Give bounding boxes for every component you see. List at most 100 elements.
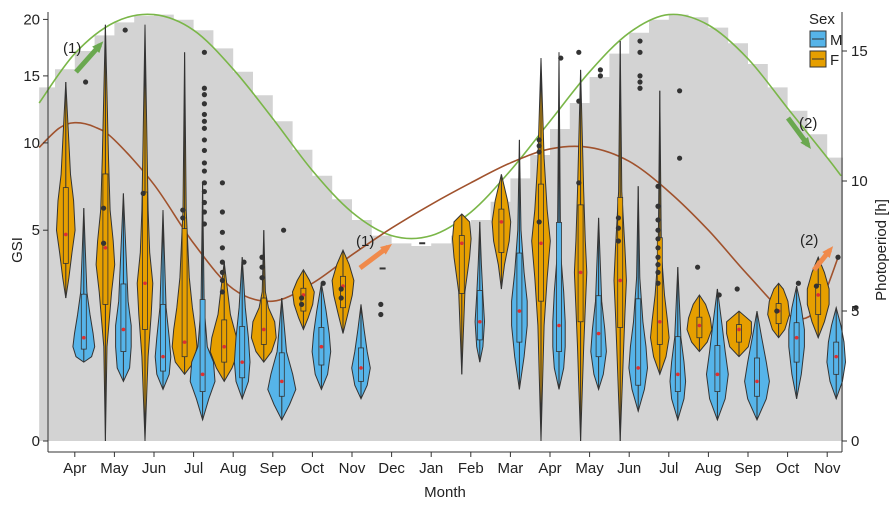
violin-box [498, 208, 505, 253]
violin-median [816, 293, 820, 297]
violin-median [240, 360, 244, 364]
outlier-point [655, 183, 661, 189]
outlier-point [241, 259, 247, 265]
outlier-point [734, 286, 740, 292]
outlier-point [655, 203, 661, 209]
outlier-point [637, 85, 643, 91]
violin-box [793, 322, 800, 363]
violin-median [200, 372, 205, 377]
annotation-label: (1) [63, 40, 81, 57]
outlier-point [201, 85, 207, 91]
violin-f [491, 174, 512, 290]
violin-median [161, 354, 165, 359]
outlier-point [597, 67, 604, 73]
violin-f [726, 310, 752, 358]
violin-median [64, 232, 68, 237]
violin-m [826, 305, 847, 401]
photoperiod-curve [38, 13, 842, 240]
violin-box [815, 284, 822, 315]
violin-box [595, 295, 602, 358]
violin-median [794, 335, 799, 340]
x-tick-label: Nov [814, 460, 841, 477]
outlier-point [219, 180, 225, 186]
violin-m [267, 297, 297, 422]
outlier-point [655, 254, 661, 260]
x-tick-label: Dec [378, 460, 405, 477]
outlier-point [536, 143, 542, 149]
violin-box [617, 197, 624, 328]
outlier-point [835, 254, 841, 260]
violin-box [181, 228, 188, 358]
outlier-point [219, 269, 225, 275]
y2-tick-label: 10 [851, 173, 868, 190]
violin-median [499, 220, 504, 224]
outlier-point [615, 225, 622, 231]
outlier-point [716, 292, 722, 298]
outlier-point [695, 264, 701, 270]
outlier-point [201, 199, 207, 206]
outlier-point [655, 245, 661, 251]
outlier-point [259, 254, 265, 260]
outlier-point [201, 221, 207, 227]
violin-m [628, 186, 649, 414]
violin-f [331, 248, 355, 334]
outlier-point [677, 88, 683, 94]
arrow-head [800, 137, 811, 150]
arrow-head [822, 246, 834, 258]
violin-median [121, 327, 126, 332]
outlier-point [140, 190, 146, 196]
violin-median [618, 278, 622, 283]
outlier-point [201, 137, 207, 143]
violin-box [142, 191, 148, 330]
y-tick-label: 5 [32, 222, 40, 239]
outlier-point [201, 168, 207, 174]
y-tick-label: 20 [23, 11, 40, 28]
legend-label-f: F [830, 52, 839, 69]
violin-m [788, 285, 805, 399]
outlier-point [774, 308, 780, 314]
outlier-point [655, 236, 661, 242]
violin-f [649, 90, 670, 376]
outlier-point [536, 137, 542, 143]
y2-tick-label: 0 [851, 433, 859, 450]
violin-box [358, 347, 364, 382]
violin-f [250, 230, 277, 363]
violin-m [705, 288, 729, 422]
violin-box [635, 298, 642, 386]
x-tick-label: Oct [301, 460, 325, 477]
violin-median [737, 327, 741, 332]
violin-median [222, 344, 226, 349]
violin-box [476, 290, 483, 341]
violin-box [102, 173, 109, 305]
outlier-point [655, 217, 661, 223]
violin-box [754, 357, 760, 397]
y2-tick-label: 5 [851, 303, 859, 320]
outlier-point [677, 155, 683, 161]
violin-median [755, 379, 759, 384]
violin-box [674, 336, 681, 392]
violin-m [474, 221, 486, 363]
outlier-point [637, 38, 643, 44]
outlier-point [281, 227, 287, 233]
x-tick-label: Mar [497, 460, 523, 477]
y2-axis-title: Photoperiod [h] [873, 199, 890, 301]
violin-m [744, 311, 770, 422]
violin-median [715, 372, 720, 377]
violin-box [221, 319, 228, 363]
outlier-point [655, 262, 661, 268]
violin-f [573, 69, 588, 442]
violin-box [340, 275, 346, 309]
violin-median [596, 331, 601, 336]
x-tick-label: Jan [419, 460, 443, 477]
outlier-point [576, 180, 582, 186]
outlier-point [219, 277, 225, 284]
violin-box [120, 283, 127, 352]
outlier-point [101, 240, 107, 246]
arrow-head [92, 41, 104, 53]
violin-median [103, 246, 108, 250]
annotation-label: (1) [356, 233, 374, 250]
violin-m [552, 52, 566, 390]
violin-median [578, 270, 583, 275]
